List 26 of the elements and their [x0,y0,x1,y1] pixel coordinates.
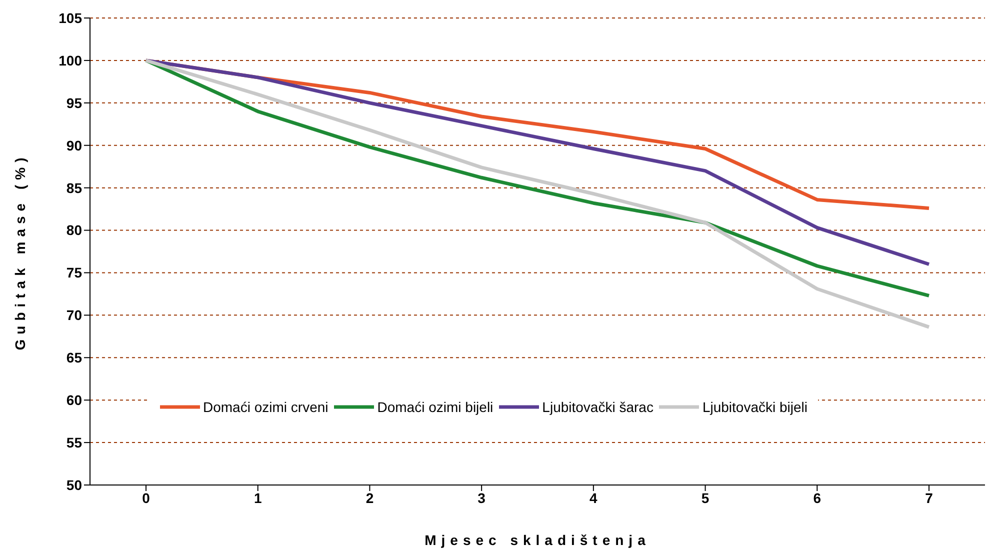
y-tick-label: 50 [66,476,82,493]
y-tick-label: 80 [66,222,82,238]
y-tick-label: 100 [58,52,82,68]
x-tick-label: 7 [925,490,934,506]
y-tick-label: 70 [66,307,82,324]
y-tick-label: 75 [66,264,82,281]
x-tick-label: 4 [590,490,598,506]
x-tick-label: 0 [142,490,150,506]
y-tick-label: 105 [58,10,82,26]
legend-label: Ljubitovački šarac [542,399,654,415]
y-tick-label: 55 [66,434,82,451]
y-tick-label: 85 [66,180,82,196]
x-tick-label: 2 [366,490,374,506]
x-tick-label: 3 [478,490,486,506]
x-axis-title: Mjesec skladištenja [424,532,650,548]
x-tick-label: 6 [813,490,822,506]
y-axis-title: Gubitak mase (%) [12,152,28,350]
legend-label: Domaći ozimi bijeli [377,399,494,415]
y-tick-label: 95 [66,94,82,111]
y-tick-label: 60 [66,392,82,408]
y-tick-label: 90 [66,137,82,154]
x-tick-label: 1 [254,490,262,506]
legend-label: Ljubitovački bijeli [702,399,808,415]
x-tick-label: 5 [701,490,710,506]
y-tick-label: 65 [66,350,82,366]
legend-label: Domaći ozimi crveni [203,399,328,415]
